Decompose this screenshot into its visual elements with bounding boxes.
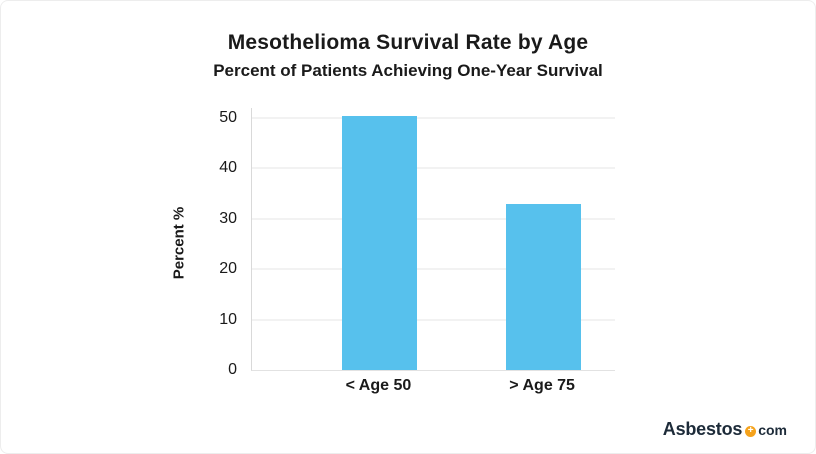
logo-plus-icon: +	[745, 426, 757, 437]
plot-area	[251, 108, 615, 371]
gridline	[252, 268, 615, 270]
bar-< Age 50	[341, 115, 417, 370]
y-tick-label: 0	[228, 361, 237, 378]
brand-logo: Asbestos + com	[663, 420, 787, 438]
y-tick-label: 30	[219, 209, 237, 227]
y-tick-label: 50	[219, 109, 237, 127]
gridline	[252, 167, 615, 169]
y-tick-label: 10	[219, 310, 237, 328]
logo-suffix-text: com	[758, 422, 787, 438]
gridline	[252, 218, 615, 220]
y-tick-label: 40	[219, 159, 237, 177]
chart-title: Mesothelioma Survival Rate by Age	[227, 31, 589, 54]
logo-text: Asbestos	[662, 419, 743, 439]
x-axis-label: > Age 75	[509, 377, 575, 394]
y-axis-ticks: 0 10 20 30 40 50	[1, 108, 237, 378]
y-tick-label: 20	[219, 260, 237, 278]
chart-subtitle: Percent of Patients Achieving One-Year S…	[213, 61, 603, 80]
gridline	[252, 319, 615, 321]
gridline	[252, 117, 615, 119]
x-axis-label: < Age 50	[345, 377, 412, 394]
bar-> Age 75	[505, 203, 581, 370]
